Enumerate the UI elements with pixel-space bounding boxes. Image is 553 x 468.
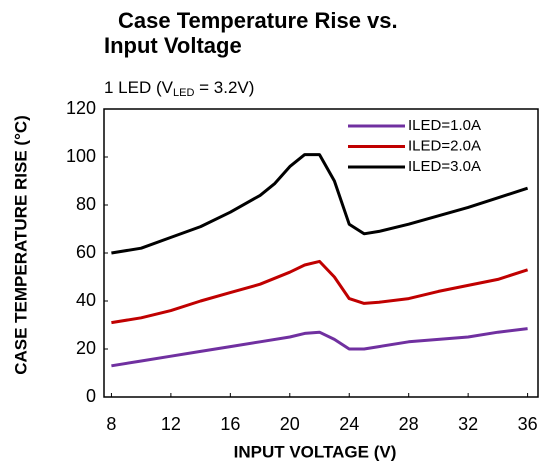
- x-tick-label: 20: [280, 414, 300, 434]
- series-line: [111, 153, 529, 255]
- series-line: [111, 327, 528, 368]
- series-line: [111, 259, 529, 325]
- x-axis-title: INPUT VOLTAGE (V): [234, 442, 397, 461]
- legend-label: ILED=2.0A: [408, 137, 481, 154]
- chart-title: Input Voltage: [104, 33, 242, 58]
- x-tick-label: 28: [399, 414, 419, 434]
- y-tick-label: 100: [66, 146, 96, 166]
- y-tick-label: 80: [76, 194, 96, 214]
- x-tick-label: 24: [339, 414, 359, 434]
- subtitle-part: LED: [173, 87, 194, 99]
- y-tick-label: 20: [76, 338, 96, 358]
- chart-subtitle: 1 LED (VLED = 3.2V): [104, 78, 254, 98]
- legend-label: ILED=1.0A: [408, 117, 481, 134]
- legend-label: ILED=3.0A: [408, 158, 481, 175]
- x-tick-label: 12: [161, 414, 181, 434]
- x-tick-label: 32: [458, 414, 478, 434]
- y-tick-label: 60: [76, 242, 96, 262]
- y-tick-label: 0: [86, 386, 96, 406]
- x-tick-label: 16: [220, 414, 240, 434]
- subtitle-part: 1 LED (V: [104, 78, 174, 97]
- y-axis-title: CASE TEMPERATURE RISE (°C): [11, 115, 30, 375]
- chart-title: Case Temperature Rise vs.: [118, 8, 398, 33]
- y-tick-label: 40: [76, 290, 96, 310]
- subtitle-part: = 3.2V): [194, 78, 254, 97]
- x-tick-label: 36: [518, 414, 538, 434]
- x-tick-label: 8: [106, 414, 116, 434]
- y-tick-label: 120: [66, 98, 96, 118]
